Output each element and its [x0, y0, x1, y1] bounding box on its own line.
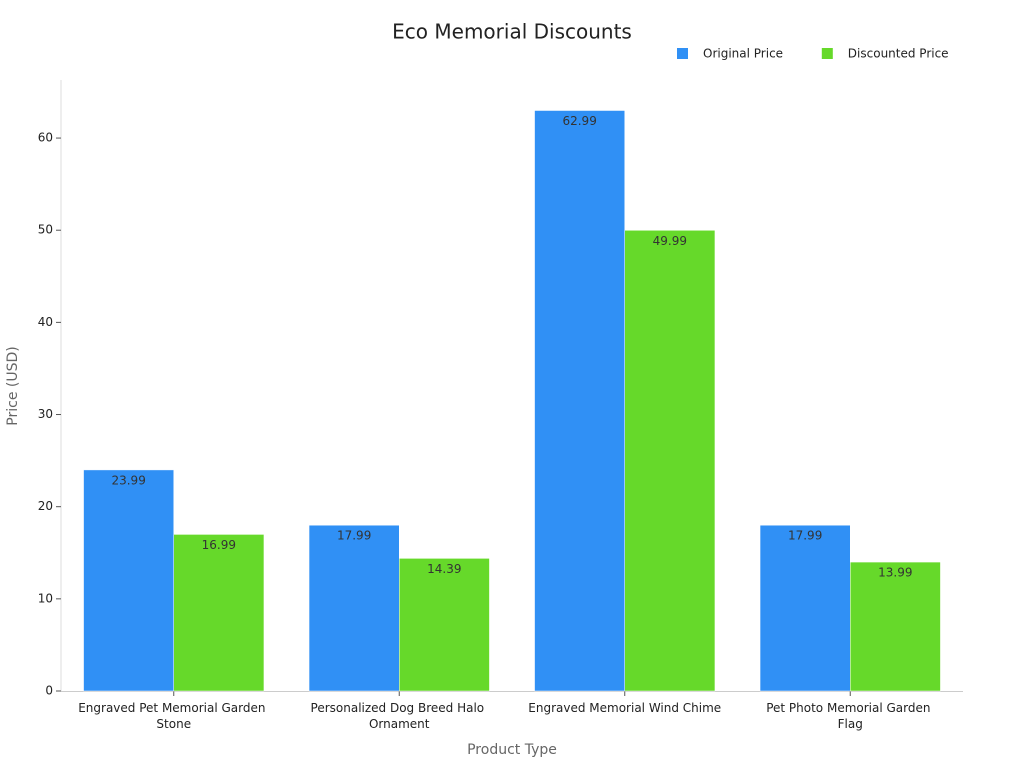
value-label: 49.99	[653, 234, 687, 248]
legend-label: Original Price	[703, 47, 783, 61]
legend-label: Discounted Price	[848, 47, 949, 61]
bar	[850, 561, 941, 692]
y-tick-label: 0	[45, 684, 53, 698]
bar	[83, 469, 174, 692]
x-tick-label: Personalized Dog Breed Halo Ornament	[311, 701, 488, 731]
value-label: 14.39	[427, 562, 461, 576]
value-label: 17.99	[788, 529, 822, 543]
y-tick-label: 30	[38, 407, 53, 421]
x-axis-title: Product Type	[467, 742, 557, 758]
legend-swatch	[821, 48, 833, 59]
value-label: 13.99	[878, 566, 912, 580]
y-tick-label: 20	[38, 499, 53, 513]
y-tick-label: 40	[38, 315, 53, 329]
value-label: 62.99	[562, 114, 596, 128]
bar	[534, 110, 625, 692]
chart-title: Eco Memorial Discounts	[392, 20, 632, 44]
bar	[759, 524, 851, 692]
bar	[399, 558, 490, 692]
x-tick-label: Engraved Memorial Wind Chime	[528, 701, 721, 715]
value-label: 17.99	[337, 529, 371, 543]
legend-swatch	[677, 48, 688, 59]
bar	[308, 524, 400, 692]
x-tick-label: Engraved Pet Memorial Garden Stone	[78, 701, 269, 731]
value-label: 23.99	[111, 473, 145, 487]
value-label: 16.99	[202, 538, 236, 552]
y-tick-label: 60	[38, 131, 53, 145]
y-axis-title: Price (USD)	[5, 346, 21, 425]
bar	[624, 230, 716, 692]
y-tick-label: 50	[38, 223, 53, 237]
y-tick-label: 10	[38, 591, 53, 605]
bar	[173, 534, 265, 692]
x-tick-label: Pet Photo Memorial Garden Flag	[766, 701, 934, 731]
